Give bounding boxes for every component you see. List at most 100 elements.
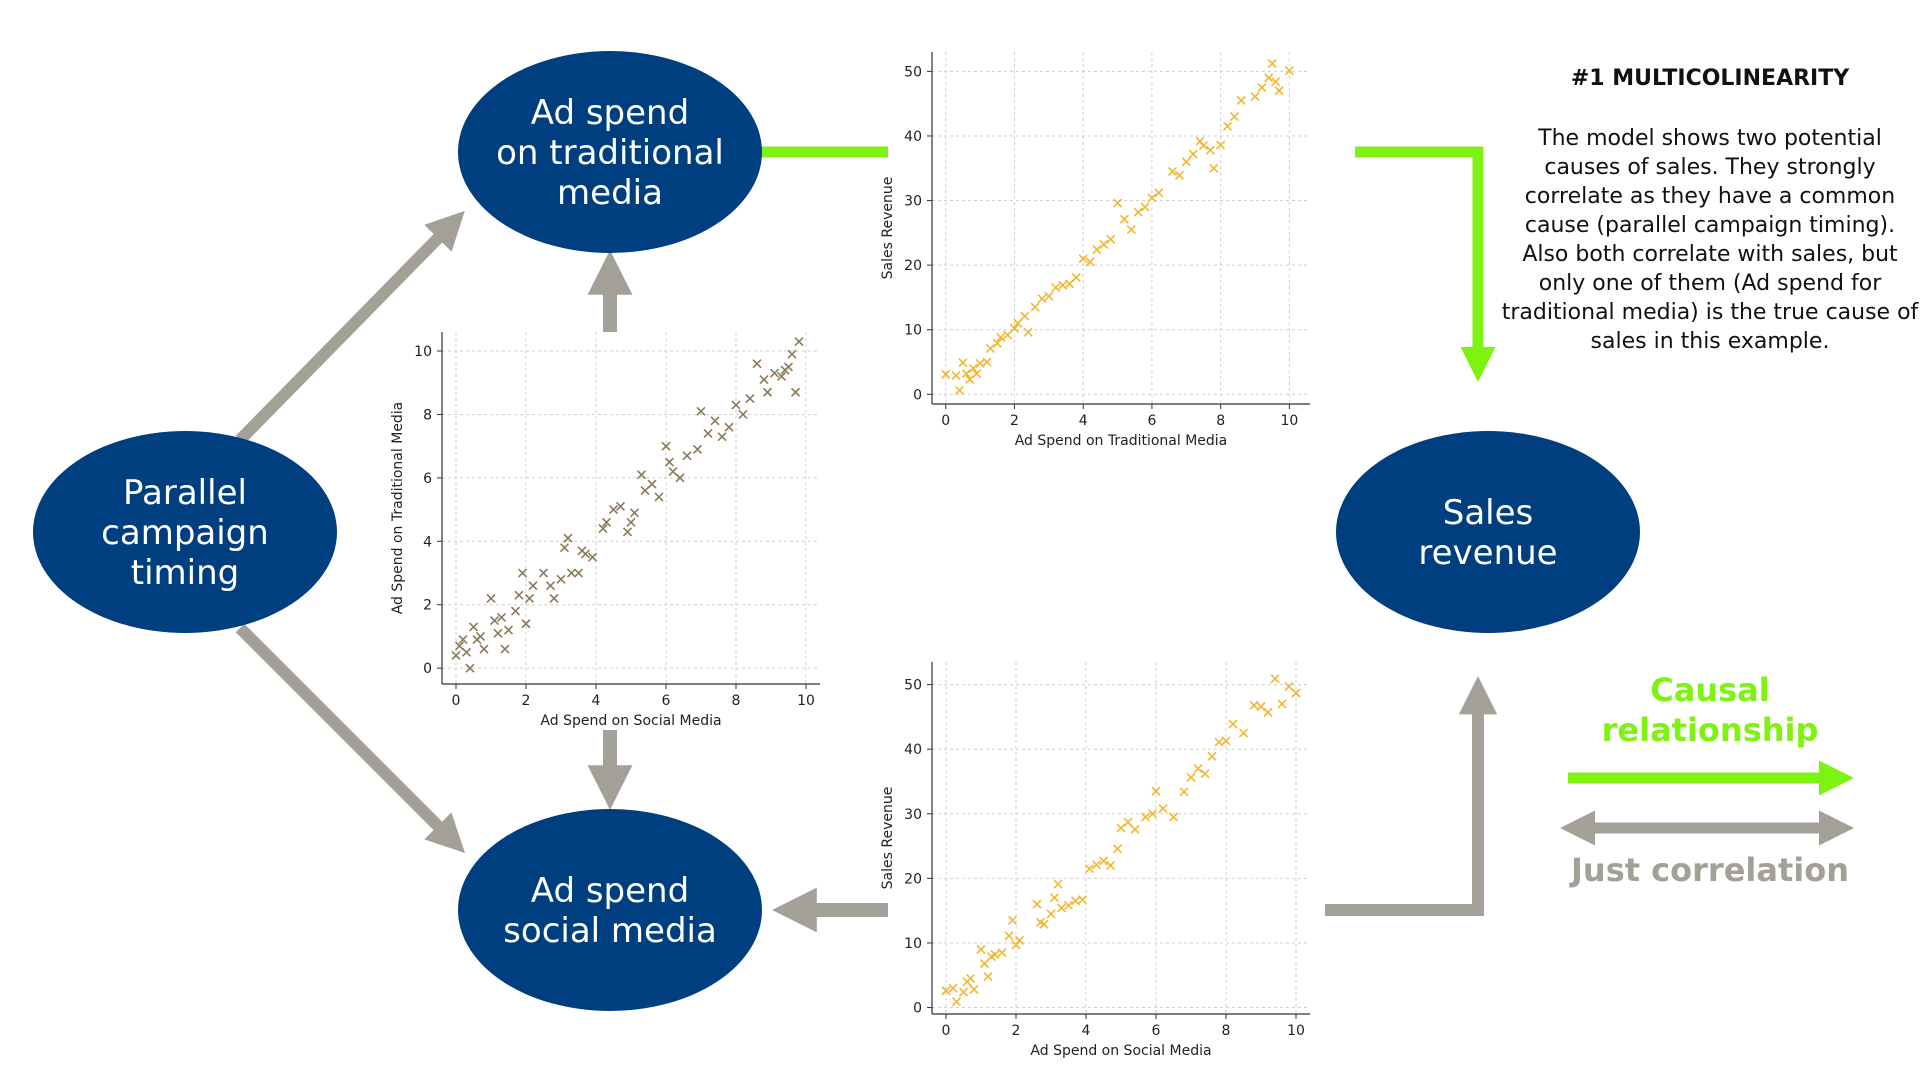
y-tick-label: 10 <box>414 344 432 360</box>
x-axis-label: Ad Spend on Social Media <box>540 713 721 729</box>
scatter-point <box>787 349 797 359</box>
x-tick-label: 2 <box>1010 413 1019 429</box>
y-tick-label: 8 <box>423 407 432 423</box>
scatter-point <box>493 628 503 638</box>
x-tick-label: 0 <box>452 693 461 709</box>
scatter-point <box>724 422 734 432</box>
scatter-point <box>566 568 577 578</box>
scatter-point <box>503 625 514 635</box>
node-sales-label: Sales revenue <box>1418 493 1557 573</box>
scatter-point <box>968 363 978 374</box>
scatter-point <box>752 359 762 369</box>
scatter-point <box>1133 207 1143 217</box>
scatter-point <box>1014 935 1025 945</box>
node-label-line: Ad spend <box>531 871 689 911</box>
y-tick-label: 0 <box>913 387 922 403</box>
scatter-point <box>486 593 496 603</box>
scatter-point <box>1077 895 1088 905</box>
scatter-point <box>1105 860 1116 871</box>
scatter-point <box>1116 823 1126 833</box>
scatter-point <box>1071 272 1081 282</box>
scatter-point <box>1257 82 1267 93</box>
scatter-point <box>615 501 626 511</box>
scatter-traditional-vs-sales: 0 2 4 6 8 10 0 10 20 30 40 50 Ad Spend on Traditiona… <box>880 52 1310 449</box>
y-tick-label: 30 <box>904 807 922 823</box>
x-tick-label: 4 <box>1079 413 1088 429</box>
scatter-point <box>1058 280 1068 290</box>
scatter-point <box>580 549 591 559</box>
node-traditional-label: Ad spend on traditional media <box>496 93 724 213</box>
scatter-point <box>762 387 773 397</box>
scatter-point <box>451 650 461 661</box>
scatter-point <box>647 479 657 489</box>
scatter-point <box>1193 764 1203 774</box>
scatter-point <box>941 369 951 379</box>
scatter-point <box>668 466 678 477</box>
x-tick-label: 6 <box>1152 1023 1161 1039</box>
scatter-point <box>549 593 559 603</box>
scatter-point <box>664 457 675 467</box>
x-axis-label: Ad Spend on Traditional Media <box>1015 433 1228 449</box>
scatter-point <box>1051 283 1061 293</box>
scatter-point <box>1154 188 1164 198</box>
scatter-point <box>1236 95 1246 106</box>
scatter-point <box>528 581 538 591</box>
scatter-point <box>1209 163 1219 173</box>
scatter-point <box>731 400 741 410</box>
scatter-point <box>1167 166 1178 177</box>
x-tick-label: 10 <box>1287 1023 1305 1039</box>
scatter-point <box>640 485 650 496</box>
scatter-point <box>958 358 968 368</box>
scatter-point <box>1056 903 1067 913</box>
scatter-point <box>1112 844 1123 854</box>
scatter-point <box>1214 737 1224 747</box>
scatter-point <box>682 451 692 461</box>
scatter-point <box>1249 700 1259 710</box>
scatter-point <box>1044 291 1054 301</box>
scatter-point <box>1274 86 1284 96</box>
x-axis-label: Ad Spend on Social Media <box>1030 1043 1211 1059</box>
scatter-point <box>990 950 1000 960</box>
scatter-point <box>1098 856 1109 866</box>
y-tick-label: 4 <box>423 534 432 550</box>
scatter-point <box>1037 294 1047 304</box>
node-label-line: social media <box>503 911 717 951</box>
scatter-point <box>479 644 489 654</box>
panel-description: The model shows two potential causes of … <box>1501 126 1919 354</box>
scatter-point <box>1091 860 1102 870</box>
scatter-point <box>958 987 969 997</box>
scatter-point <box>601 517 612 527</box>
scatter-point <box>985 343 995 354</box>
y-tick-label: 20 <box>904 871 922 887</box>
scatter-point <box>1030 302 1040 312</box>
arrow-parallel-to-traditional <box>235 210 465 445</box>
scatter-point <box>1078 254 1088 264</box>
scatter-point <box>1020 311 1030 321</box>
scatter-point <box>696 406 706 416</box>
scatter-point <box>948 983 958 993</box>
y-tick-label: 2 <box>423 598 432 614</box>
legend-causal-label: Causal relationship <box>1601 671 1819 749</box>
scatter-point <box>975 358 985 368</box>
scatter-point <box>738 409 748 420</box>
scatter-point <box>1013 318 1023 328</box>
scatter-point <box>1174 170 1184 180</box>
scatter-point <box>969 984 979 995</box>
node-ad-spend-traditional: Ad spend on traditional media <box>458 51 762 253</box>
scatter-point <box>1039 919 1049 929</box>
legend-correlation-label: Just correlation <box>1571 851 1849 889</box>
scatter-point <box>608 505 619 515</box>
x-tick-label: 6 <box>662 693 671 709</box>
scatter-point <box>997 948 1007 958</box>
scatter-point <box>1207 751 1217 761</box>
scatter-point <box>654 492 664 502</box>
y-tick-label: 30 <box>904 194 922 210</box>
scatter-point <box>636 470 647 480</box>
scatter-point <box>510 606 521 616</box>
scatter-point <box>794 336 804 347</box>
scatter-point <box>1264 73 1274 83</box>
scatter-point <box>1084 864 1095 874</box>
scatter-point <box>1123 817 1133 827</box>
x-tick-label: 0 <box>941 413 950 429</box>
scatter-point <box>1238 728 1249 738</box>
